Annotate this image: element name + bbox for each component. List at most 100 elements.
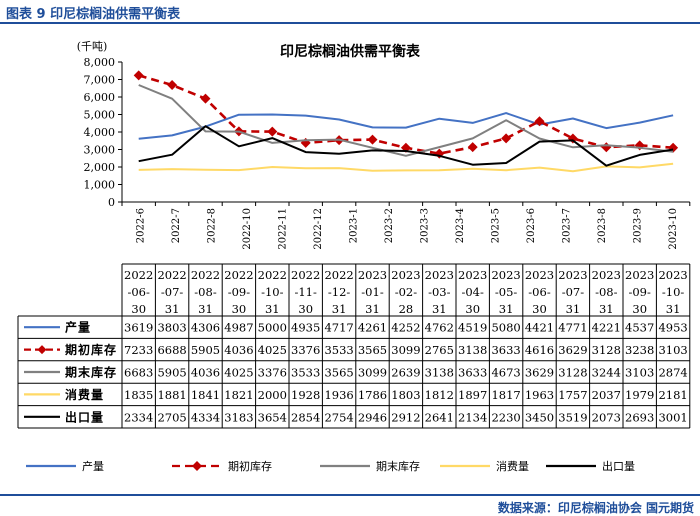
table-cell: 4771 xyxy=(558,321,587,335)
table-cell: 3565 xyxy=(324,366,353,380)
table-header-cell: 2022 xyxy=(191,268,220,282)
table-header-cell: 31 xyxy=(666,302,681,316)
table-header-cell: 31 xyxy=(566,302,581,316)
table-cell: 7233 xyxy=(124,343,153,357)
series-line xyxy=(138,125,674,167)
table-cell: 4987 xyxy=(224,321,253,335)
table-header-cell: 31 xyxy=(165,302,180,316)
x-tick-label: 2023-9 xyxy=(633,208,644,243)
table-cell: 2754 xyxy=(324,410,353,424)
table-cell: 3376 xyxy=(291,343,320,357)
table-cell: 1821 xyxy=(224,388,253,402)
table-header-cell: 30 xyxy=(232,302,247,316)
table-cell: 3619 xyxy=(124,321,153,335)
table-cell: 3138 xyxy=(425,366,454,380)
table-header-cell: -10- xyxy=(662,285,685,299)
table-header-cell: -08- xyxy=(595,285,618,299)
row-series-name: 消费量 xyxy=(65,387,104,402)
table-cell: 3183 xyxy=(224,410,253,424)
table-cell: 3103 xyxy=(658,343,687,357)
table-header-cell: -03- xyxy=(428,285,451,299)
table-cell: 4036 xyxy=(191,366,220,380)
row-legend-marker xyxy=(37,345,47,355)
table-cell: 4673 xyxy=(491,366,520,380)
x-tick-label: 2023-5 xyxy=(491,208,502,243)
table-cell: 2230 xyxy=(491,410,520,424)
table-header-cell: 31 xyxy=(499,302,514,316)
table-header-cell: 31 xyxy=(432,302,447,316)
table-cell: 4025 xyxy=(258,343,287,357)
x-tick-label: 2023-2 xyxy=(384,208,395,243)
table-header-cell: 30 xyxy=(131,302,146,316)
table-cell: 3519 xyxy=(558,410,587,424)
data-point xyxy=(534,116,545,127)
table-cell: 4221 xyxy=(592,321,621,335)
table-cell: 2874 xyxy=(658,366,687,380)
table-cell: 3128 xyxy=(558,366,587,380)
table-cell: 2073 xyxy=(592,410,621,424)
legend-label: 消费量 xyxy=(496,459,529,473)
y-tick-label: 6,000 xyxy=(84,91,116,104)
x-tick-label: 2022-10 xyxy=(242,208,253,250)
table-cell: 1881 xyxy=(157,388,186,402)
y-tick-label: 4,000 xyxy=(84,126,116,139)
table-cell: 4935 xyxy=(291,321,320,335)
table-cell: 1979 xyxy=(625,388,654,402)
data-point xyxy=(501,133,512,144)
balance-sheet-chart: 印尼棕榈油供需平衡表 (千吨) 0 1,000 2,000 3,000 4,000 5,0… xyxy=(17,40,691,473)
table-header-cell: -08- xyxy=(194,285,217,299)
y-tick-label: 7,000 xyxy=(84,74,116,87)
legend-label: 期初库存 xyxy=(228,459,272,473)
table-cell: 6683 xyxy=(124,366,153,380)
table-header-cell: -06- xyxy=(127,285,150,299)
table-cell: 1812 xyxy=(425,388,454,402)
table-header-cell: -11- xyxy=(294,285,317,299)
table-header-cell: -09- xyxy=(628,285,651,299)
table-cell: 4252 xyxy=(391,321,420,335)
data-point xyxy=(467,142,478,153)
table-cell: 3633 xyxy=(458,366,487,380)
table-cell: 3633 xyxy=(491,343,520,357)
x-tick-label: 2023-1 xyxy=(349,208,360,243)
table-header-cell: 30 xyxy=(465,302,480,316)
table-header-cell: 2022 xyxy=(124,268,153,282)
table-cell: 4762 xyxy=(425,321,454,335)
table-cell: 1841 xyxy=(191,388,220,402)
table-cell: 3629 xyxy=(525,366,554,380)
table-cell: 4421 xyxy=(525,321,554,335)
data-point xyxy=(601,142,612,153)
table-cell: 3138 xyxy=(458,343,487,357)
table-cell: 3001 xyxy=(658,410,687,424)
y-tick-label: 5,000 xyxy=(84,109,116,122)
table-header-cell: 2023 xyxy=(625,268,654,282)
table-header-cell: -04- xyxy=(461,285,484,299)
table-header-cell: 28 xyxy=(399,302,414,316)
table-header-cell: 2022 xyxy=(324,268,353,282)
table-header-cell: -07- xyxy=(562,285,585,299)
x-tick-label: 2022-12 xyxy=(313,208,324,250)
table-cell: 2334 xyxy=(124,410,153,424)
data-point xyxy=(133,70,144,81)
table-header-cell: -12- xyxy=(328,285,351,299)
chart-title: 印尼棕榈油供需平衡表 xyxy=(280,43,421,60)
table-header-cell: 2023 xyxy=(458,268,487,282)
table-cell: 2693 xyxy=(625,410,654,424)
table-cell: 3803 xyxy=(157,321,186,335)
table-cell: 4261 xyxy=(358,321,387,335)
table-header-cell: -01- xyxy=(361,285,384,299)
table-cell: 1897 xyxy=(458,388,487,402)
table-header-cell: 2023 xyxy=(525,268,554,282)
table-cell: 3629 xyxy=(558,343,587,357)
table-header-cell: -06- xyxy=(528,285,551,299)
table-header-cell: 2023 xyxy=(658,268,687,282)
table-header-cell: 31 xyxy=(198,302,213,316)
table-cell: 1786 xyxy=(358,388,387,402)
table-cell: 4616 xyxy=(525,343,554,357)
table-cell: 3533 xyxy=(291,366,320,380)
row-series-name: 期末库存 xyxy=(65,365,117,380)
table-cell: 2854 xyxy=(291,410,320,424)
data-point xyxy=(367,134,378,145)
table-header-cell: 30 xyxy=(532,302,547,316)
table-cell: 3533 xyxy=(324,343,353,357)
table-cell: 3099 xyxy=(358,366,387,380)
